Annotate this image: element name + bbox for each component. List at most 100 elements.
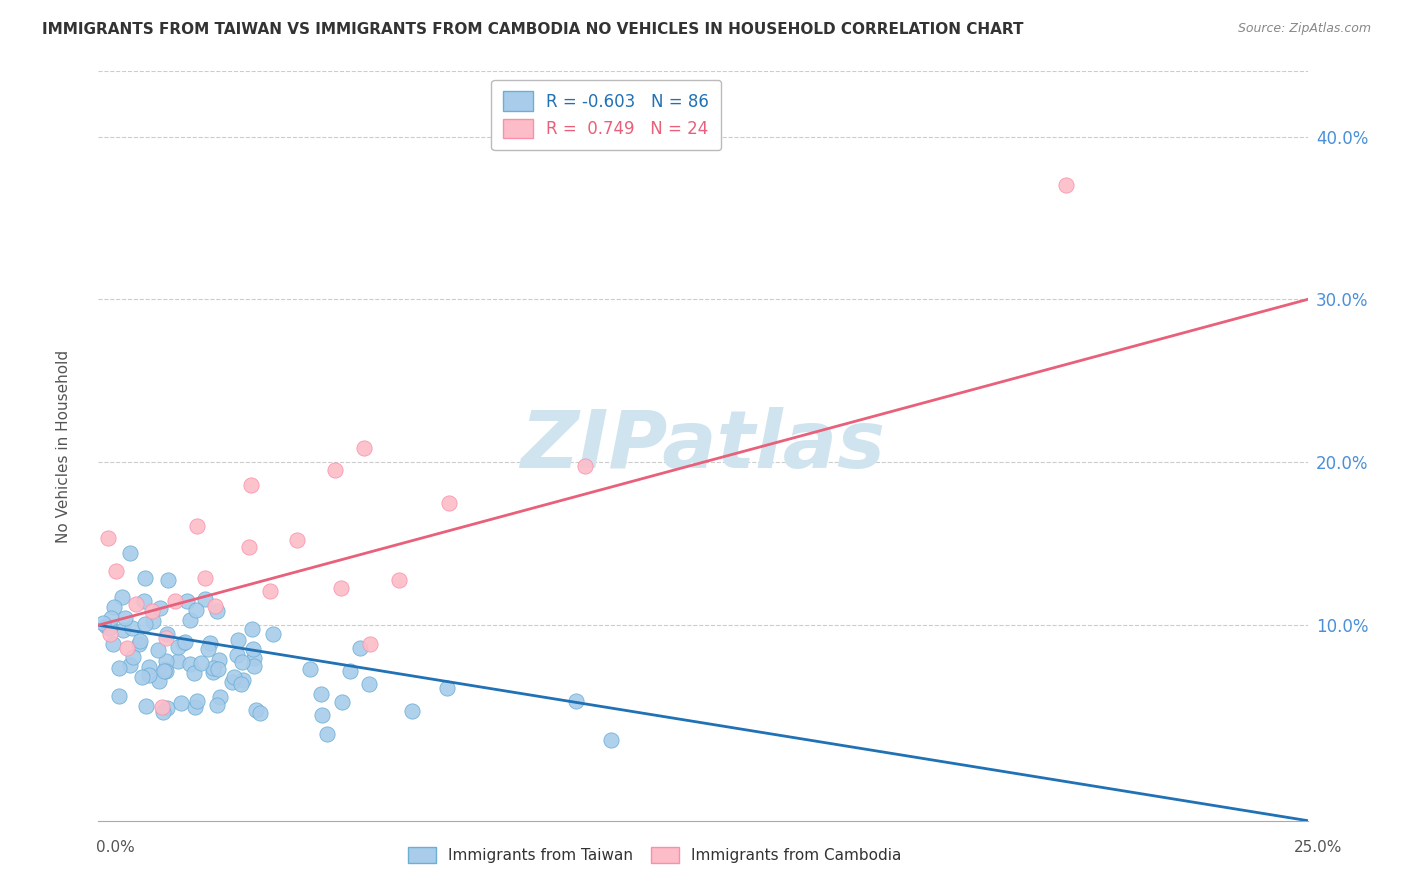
Point — [152, 664, 174, 678]
Point — [100, 611, 122, 625]
Point — [155, 654, 177, 668]
Point — [163, 594, 186, 608]
Text: 0.0%: 0.0% — [96, 840, 135, 855]
Point — [232, 673, 254, 688]
Point — [172, 635, 194, 649]
Point — [221, 675, 243, 690]
Point — [259, 584, 281, 599]
Point — [105, 565, 128, 579]
Point — [243, 651, 266, 665]
Point — [131, 670, 153, 684]
Point — [179, 613, 201, 627]
Point — [149, 601, 172, 615]
Point — [186, 518, 208, 533]
Point — [401, 704, 423, 718]
Point — [190, 657, 212, 671]
Point — [91, 615, 114, 630]
Point — [285, 533, 308, 547]
Point — [125, 597, 148, 611]
Point — [114, 611, 136, 625]
Point — [197, 641, 219, 656]
Text: 25.0%: 25.0% — [1295, 840, 1343, 855]
Point — [245, 703, 267, 717]
Point — [249, 706, 271, 720]
Point — [231, 655, 253, 669]
Point — [353, 441, 375, 455]
Point — [118, 546, 141, 560]
Point — [339, 664, 361, 678]
Point — [226, 632, 249, 647]
Point — [128, 637, 150, 651]
Point — [437, 495, 460, 509]
Point — [194, 571, 217, 585]
Point — [574, 459, 596, 474]
Point — [152, 705, 174, 719]
Point — [299, 662, 322, 676]
Point — [359, 677, 381, 691]
Point — [118, 657, 141, 672]
Point — [202, 661, 225, 675]
Point — [155, 664, 177, 678]
Point — [224, 670, 246, 684]
Point — [111, 623, 134, 637]
Point — [186, 694, 208, 708]
Point — [107, 661, 129, 675]
Point — [156, 701, 179, 715]
Point — [359, 637, 381, 651]
Point — [330, 695, 353, 709]
Point — [141, 604, 163, 618]
Point — [155, 632, 177, 646]
Point — [1054, 178, 1077, 193]
Point — [138, 659, 160, 673]
Point — [134, 616, 156, 631]
Point — [205, 604, 228, 618]
Point — [97, 531, 120, 545]
Point — [97, 621, 120, 635]
Point — [157, 573, 180, 587]
Point — [243, 658, 266, 673]
Point — [183, 665, 205, 680]
Point — [207, 662, 229, 676]
Point — [242, 642, 264, 657]
Point — [229, 677, 252, 691]
Text: No Vehicles in Household: No Vehicles in Household — [56, 350, 70, 542]
Text: Source: ZipAtlas.com: Source: ZipAtlas.com — [1237, 22, 1371, 36]
Point — [311, 707, 333, 722]
Point — [135, 699, 157, 714]
Point — [142, 614, 165, 628]
Point — [94, 619, 117, 633]
Point — [184, 700, 207, 714]
Point — [239, 478, 262, 492]
Point — [238, 540, 260, 554]
Point — [121, 621, 143, 635]
Point — [198, 636, 221, 650]
Point — [330, 581, 353, 595]
Point — [134, 571, 156, 585]
Point — [166, 653, 188, 667]
Point — [167, 640, 190, 654]
Point — [262, 627, 284, 641]
Point — [311, 687, 333, 701]
Point — [209, 690, 232, 704]
Point — [108, 689, 131, 703]
Point — [173, 634, 195, 648]
Point — [98, 620, 121, 634]
Point — [98, 627, 121, 641]
Point — [153, 662, 176, 676]
Point — [201, 665, 224, 679]
Point — [129, 634, 152, 648]
Point — [565, 694, 588, 708]
Point — [146, 642, 169, 657]
Point — [155, 626, 177, 640]
Point — [150, 699, 173, 714]
Point — [316, 727, 339, 741]
Point — [111, 591, 134, 605]
Point — [132, 594, 155, 608]
Point — [225, 648, 247, 663]
Point — [122, 649, 145, 664]
Point — [349, 640, 371, 655]
Point — [179, 657, 201, 672]
Point — [387, 574, 409, 588]
Point — [176, 593, 198, 607]
Point — [204, 599, 226, 614]
